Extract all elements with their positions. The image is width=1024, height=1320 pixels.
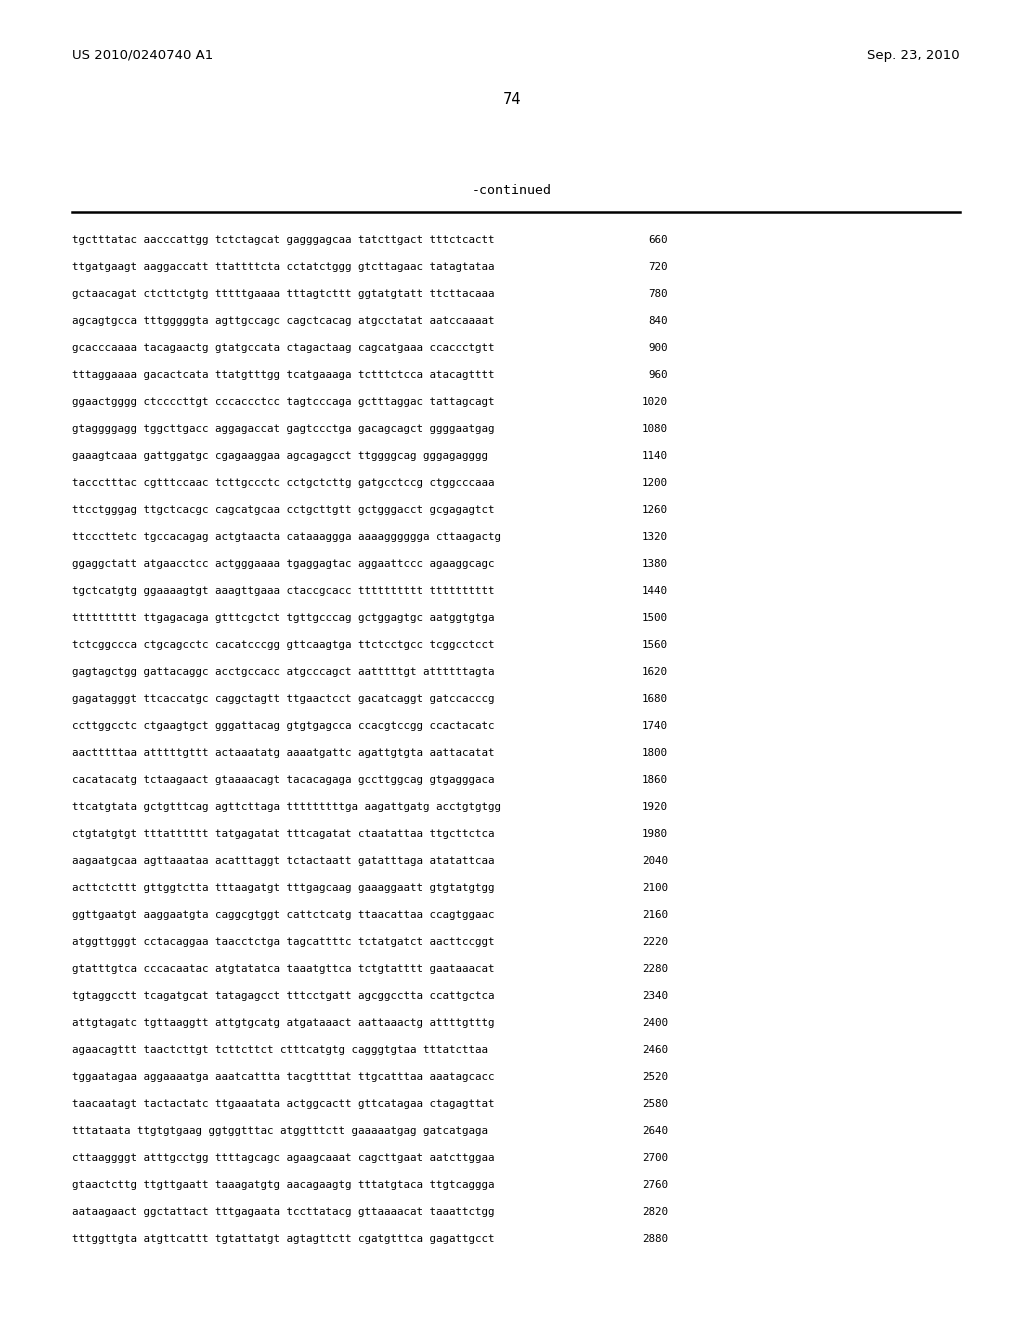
- Text: 1920: 1920: [642, 803, 668, 812]
- Text: 2460: 2460: [642, 1045, 668, 1055]
- Text: tttggttgta atgttcattt tgtattatgt agtagttctt cgatgtttca gagattgcct: tttggttgta atgttcattt tgtattatgt agtagtt…: [72, 1234, 495, 1243]
- Text: ctgtatgtgt tttatttttt tatgagatat tttcagatat ctaatattaa ttgcttctca: ctgtatgtgt tttatttttt tatgagatat tttcaga…: [72, 829, 495, 840]
- Text: tttttttttt ttgagacaga gtttcgctct tgttgcccag gctggagtgc aatggtgtga: tttttttttt ttgagacaga gtttcgctct tgttgcc…: [72, 612, 495, 623]
- Text: aactttttaa atttttgttt actaaatatg aaaatgattc agattgtgta aattacatat: aactttttaa atttttgttt actaaatatg aaaatga…: [72, 748, 495, 758]
- Text: 1680: 1680: [642, 694, 668, 704]
- Text: gaaagtcaaa gattggatgc cgagaaggaa agcagagcct ttggggcag gggagagggg: gaaagtcaaa gattggatgc cgagaaggaa agcagag…: [72, 451, 488, 461]
- Text: 2880: 2880: [642, 1234, 668, 1243]
- Text: 1860: 1860: [642, 775, 668, 785]
- Text: 1980: 1980: [642, 829, 668, 840]
- Text: cttaaggggt atttgcctgg ttttagcagc agaagcaaat cagcttgaat aatcttggaa: cttaaggggt atttgcctgg ttttagcagc agaagca…: [72, 1152, 495, 1163]
- Text: 1440: 1440: [642, 586, 668, 597]
- Text: 1260: 1260: [642, 506, 668, 515]
- Text: gcacccaaaa tacagaactg gtatgccata ctagactaag cagcatgaaa ccaccctgtt: gcacccaaaa tacagaactg gtatgccata ctagact…: [72, 343, 495, 352]
- Text: 1320: 1320: [642, 532, 668, 543]
- Text: taacaatagt tactactatc ttgaaatata actggcactt gttcatagaa ctagagttat: taacaatagt tactactatc ttgaaatata actggca…: [72, 1100, 495, 1109]
- Text: Sep. 23, 2010: Sep. 23, 2010: [867, 49, 961, 62]
- Text: ccttggcctc ctgaagtgct gggattacag gtgtgagcca ccacgtccgg ccactacatc: ccttggcctc ctgaagtgct gggattacag gtgtgag…: [72, 721, 495, 731]
- Text: 840: 840: [648, 315, 668, 326]
- Text: ttgatgaagt aaggaccatt ttattttcta cctatctggg gtcttagaac tatagtataa: ttgatgaagt aaggaccatt ttattttcta cctatct…: [72, 261, 495, 272]
- Text: 1560: 1560: [642, 640, 668, 649]
- Text: 1140: 1140: [642, 451, 668, 461]
- Text: ttcctgggag ttgctcacgc cagcatgcaa cctgcttgtt gctgggacct gcgagagtct: ttcctgggag ttgctcacgc cagcatgcaa cctgctt…: [72, 506, 495, 515]
- Text: 2280: 2280: [642, 964, 668, 974]
- Text: aagaatgcaa agttaaataa acatttaggt tctactaatt gatatttaga atatattcaa: aagaatgcaa agttaaataa acatttaggt tctacta…: [72, 855, 495, 866]
- Text: US 2010/0240740 A1: US 2010/0240740 A1: [72, 49, 213, 62]
- Text: agaacagttt taactcttgt tcttcttct ctttcatgtg cagggtgtaa tttatcttaa: agaacagttt taactcttgt tcttcttct ctttcatg…: [72, 1045, 488, 1055]
- Text: 2400: 2400: [642, 1018, 668, 1028]
- Text: 2760: 2760: [642, 1180, 668, 1191]
- Text: tctcggccca ctgcagcctc cacatcccgg gttcaagtga ttctcctgcc tcggcctcct: tctcggccca ctgcagcctc cacatcccgg gttcaag…: [72, 640, 495, 649]
- Text: 2340: 2340: [642, 991, 668, 1001]
- Text: gtaggggagg tggcttgacc aggagaccat gagtccctga gacagcagct ggggaatgag: gtaggggagg tggcttgacc aggagaccat gagtccc…: [72, 424, 495, 434]
- Text: 780: 780: [648, 289, 668, 300]
- Text: 2820: 2820: [642, 1206, 668, 1217]
- Text: 2580: 2580: [642, 1100, 668, 1109]
- Text: 74: 74: [503, 92, 521, 107]
- Text: attgtagatc tgttaaggtt attgtgcatg atgataaact aattaaactg attttgtttg: attgtagatc tgttaaggtt attgtgcatg atgataa…: [72, 1018, 495, 1028]
- Text: gagatagggt ttcaccatgc caggctagtt ttgaactcct gacatcaggt gatccacccg: gagatagggt ttcaccatgc caggctagtt ttgaact…: [72, 694, 495, 704]
- Text: 2220: 2220: [642, 937, 668, 946]
- Text: tgctcatgtg ggaaaagtgt aaagttgaaa ctaccgcacc tttttttttt tttttttttt: tgctcatgtg ggaaaagtgt aaagttgaaa ctaccgc…: [72, 586, 495, 597]
- Text: acttctcttt gttggtctta tttaagatgt tttgagcaag gaaaggaatt gtgtatgtgg: acttctcttt gttggtctta tttaagatgt tttgagc…: [72, 883, 495, 894]
- Text: 2040: 2040: [642, 855, 668, 866]
- Text: 1380: 1380: [642, 558, 668, 569]
- Text: tttataata ttgtgtgaag ggtggtttac atggtttctt gaaaaatgag gatcatgaga: tttataata ttgtgtgaag ggtggtttac atggtttc…: [72, 1126, 488, 1137]
- Text: 900: 900: [648, 343, 668, 352]
- Text: 1800: 1800: [642, 748, 668, 758]
- Text: cacatacatg tctaagaact gtaaaacagt tacacagaga gccttggcag gtgagggaca: cacatacatg tctaagaact gtaaaacagt tacacag…: [72, 775, 495, 785]
- Text: 1740: 1740: [642, 721, 668, 731]
- Text: gctaacagat ctcttctgtg tttttgaaaa tttagtcttt ggtatgtatt ttcttacaaa: gctaacagat ctcttctgtg tttttgaaaa tttagtc…: [72, 289, 495, 300]
- Text: gagtagctgg gattacaggc acctgccacc atgcccagct aatttttgt attttttagta: gagtagctgg gattacaggc acctgccacc atgccca…: [72, 667, 495, 677]
- Text: gtaactcttg ttgttgaatt taaagatgtg aacagaagtg tttatgtaca ttgtcaggga: gtaactcttg ttgttgaatt taaagatgtg aacagaa…: [72, 1180, 495, 1191]
- Text: ggaactgggg ctccccttgt cccaccctcc tagtcccaga gctttaggac tattagcagt: ggaactgggg ctccccttgt cccaccctcc tagtccc…: [72, 397, 495, 407]
- Text: 2100: 2100: [642, 883, 668, 894]
- Text: ggaggctatt atgaacctcc actgggaaaa tgaggagtac aggaattccc agaaggcagc: ggaggctatt atgaacctcc actgggaaaa tgaggag…: [72, 558, 495, 569]
- Text: 660: 660: [648, 235, 668, 246]
- Text: 2700: 2700: [642, 1152, 668, 1163]
- Text: atggttgggt cctacaggaa taacctctga tagcattttc tctatgatct aacttccggt: atggttgggt cctacaggaa taacctctga tagcatt…: [72, 937, 495, 946]
- Text: aataagaact ggctattact tttgagaata tccttatacg gttaaaacat taaattctgg: aataagaact ggctattact tttgagaata tccttat…: [72, 1206, 495, 1217]
- Text: 1620: 1620: [642, 667, 668, 677]
- Text: ttcatgtata gctgtttcag agttcttaga tttttttttga aagattgatg acctgtgtgg: ttcatgtata gctgtttcag agttcttaga ttttttt…: [72, 803, 501, 812]
- Text: tggaatagaa aggaaaatga aaatcattta tacgttttat ttgcatttaa aaatagcacc: tggaatagaa aggaaaatga aaatcattta tacgttt…: [72, 1072, 495, 1082]
- Text: taccctttac cgtttccaac tcttgccctc cctgctcttg gatgcctccg ctggcccaaa: taccctttac cgtttccaac tcttgccctc cctgctc…: [72, 478, 495, 488]
- Text: 1020: 1020: [642, 397, 668, 407]
- Text: ggttgaatgt aaggaatgta caggcgtggt cattctcatg ttaacattaa ccagtggaac: ggttgaatgt aaggaatgta caggcgtggt cattctc…: [72, 909, 495, 920]
- Text: 1080: 1080: [642, 424, 668, 434]
- Text: 2640: 2640: [642, 1126, 668, 1137]
- Text: 1500: 1500: [642, 612, 668, 623]
- Text: tgctttatac aacccattgg tctctagcat gagggagcaa tatcttgact tttctcactt: tgctttatac aacccattgg tctctagcat gagggag…: [72, 235, 495, 246]
- Text: -continued: -continued: [472, 183, 552, 197]
- Text: ttcccttetc tgccacagag actgtaacta cataaaggga aaaagggggga cttaagactg: ttcccttetc tgccacagag actgtaacta cataaag…: [72, 532, 501, 543]
- Text: tttaggaaaa gacactcata ttatgtttgg tcatgaaaga tctttctcca atacagtttt: tttaggaaaa gacactcata ttatgtttgg tcatgaa…: [72, 370, 495, 380]
- Text: 1200: 1200: [642, 478, 668, 488]
- Text: gtatttgtca cccacaatac atgtatatca taaatgttca tctgtatttt gaataaacat: gtatttgtca cccacaatac atgtatatca taaatgt…: [72, 964, 495, 974]
- Text: 2160: 2160: [642, 909, 668, 920]
- Text: tgtaggcctt tcagatgcat tatagagcct tttcctgatt agcggcctta ccattgctca: tgtaggcctt tcagatgcat tatagagcct tttcctg…: [72, 991, 495, 1001]
- Text: 2520: 2520: [642, 1072, 668, 1082]
- Text: agcagtgcca tttgggggta agttgccagc cagctcacag atgcctatat aatccaaaat: agcagtgcca tttgggggta agttgccagc cagctca…: [72, 315, 495, 326]
- Text: 960: 960: [648, 370, 668, 380]
- Text: 720: 720: [648, 261, 668, 272]
